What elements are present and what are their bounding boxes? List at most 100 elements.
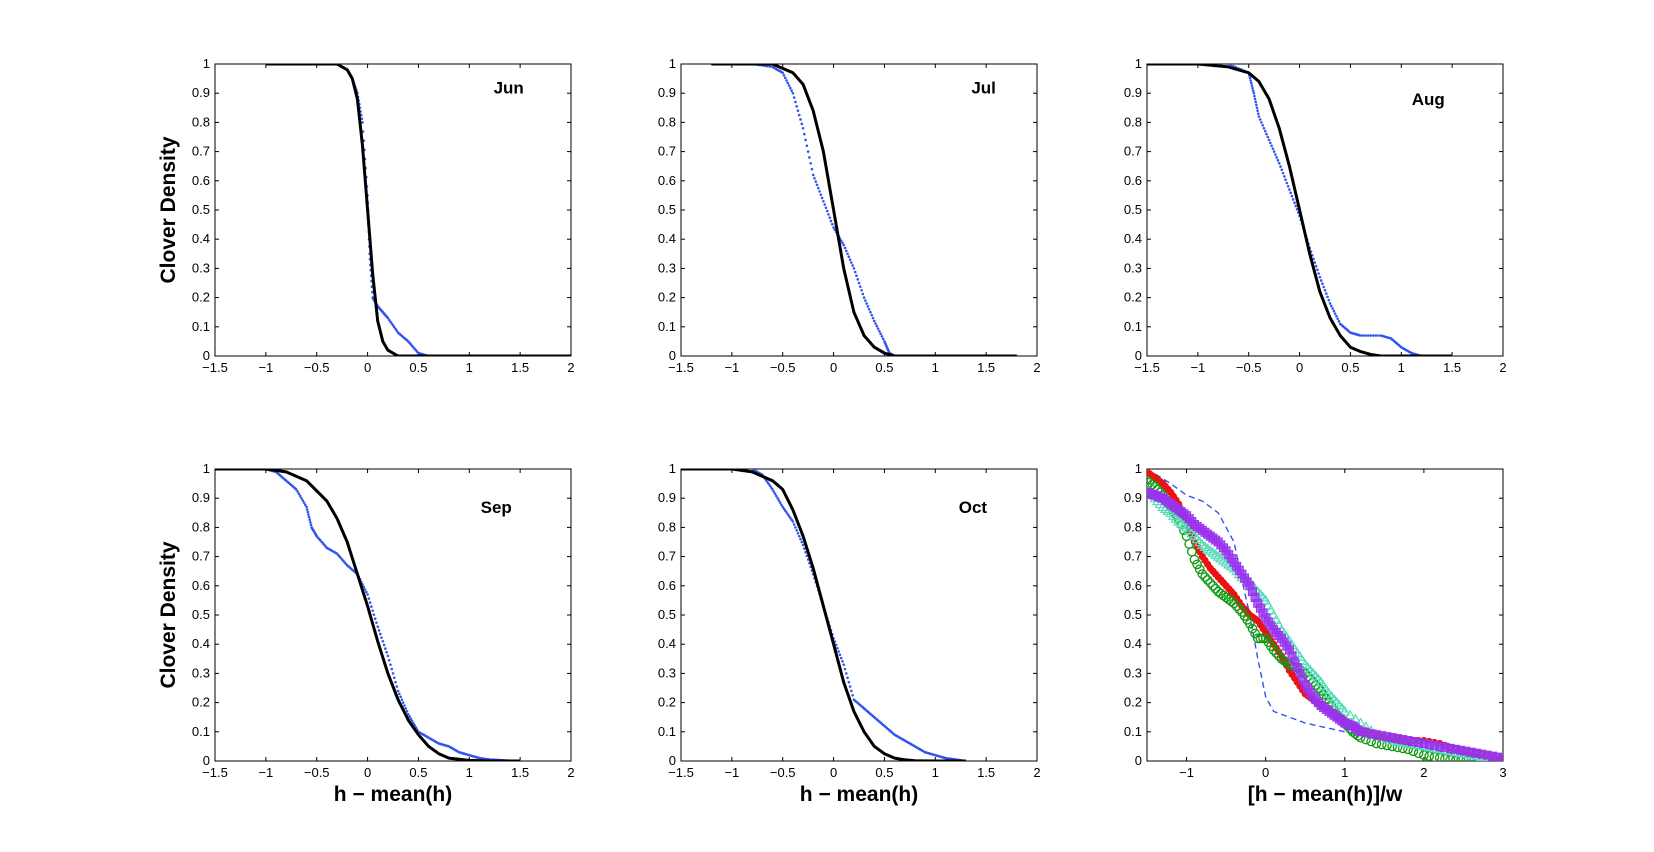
y-tick-label: 0.4: [192, 636, 210, 651]
y-tick-label: 1: [1135, 461, 1142, 476]
y-tick-label: 0.4: [1124, 636, 1142, 651]
series-green-circles-point: [1244, 618, 1255, 629]
series-data-point: [797, 534, 801, 538]
series-data-point: [1253, 94, 1256, 98]
series-data-point: [1333, 312, 1337, 315]
series-data-point: [1267, 138, 1271, 142]
series-data-point: [1377, 334, 1380, 337]
series-cyan-triangles-point: [1268, 609, 1280, 620]
y-tick-label: 0.5: [192, 202, 210, 217]
series-green-circles-point: [1229, 598, 1239, 609]
x-tick-label: 1.5: [511, 360, 529, 375]
x-tick-label: 2: [1033, 765, 1040, 780]
series-cyan-triangles-point: [1339, 705, 1351, 716]
series-data-point: [857, 281, 861, 285]
series-data-point: [848, 258, 852, 261]
series-cyan-triangles-point: [1204, 545, 1216, 555]
series-data-point: [405, 710, 409, 713]
y-tick-label: 0.6: [1124, 173, 1142, 188]
x-tick-label: 0.5: [409, 360, 427, 375]
series-data-point: [1312, 257, 1315, 261]
series-data-point: [850, 689, 853, 693]
y-tick-label: 0.2: [658, 695, 676, 710]
x-tick-label: 1: [466, 360, 473, 375]
series-data-point: [377, 629, 381, 632]
series-data-point: [387, 318, 391, 322]
plot-frame: [214, 468, 572, 762]
series-data-point: [1227, 64, 1230, 66]
x-tick-label: 1: [1398, 360, 1405, 375]
series-cyan-triangles-point: [1270, 614, 1282, 624]
series-data-point: [808, 156, 811, 159]
series-data-point: [305, 505, 308, 509]
series-data-point: [787, 84, 791, 87]
series-data-point: [775, 494, 778, 498]
series-data-point: [825, 209, 829, 213]
series-data-point: [408, 715, 411, 718]
series-data-point: [874, 322, 877, 325]
series-data-point: [307, 515, 311, 519]
series-green-circles-point: [1440, 754, 1450, 761]
y-tick-label: 0.9: [1124, 85, 1142, 100]
series-data-point: [1281, 171, 1285, 175]
x-tick-label: 3: [1499, 765, 1506, 780]
series-data-point: [391, 672, 395, 675]
series-data-point: [842, 243, 846, 247]
y-tick-label: 0.8: [1124, 114, 1142, 129]
series-data-point: [787, 514, 791, 518]
series-green-circles-point: [1231, 601, 1242, 612]
plot-area: [215, 469, 522, 761]
y-tick-label: 1: [669, 56, 676, 71]
series-data-point: [403, 704, 406, 707]
y-tick-label: 0.1: [1124, 724, 1142, 739]
series-data-point: [1316, 268, 1319, 272]
series-data-point: [856, 278, 860, 281]
series-data-point: [295, 488, 298, 491]
series-data-point: [785, 79, 788, 82]
series-data-point: [819, 193, 823, 196]
series-data-point: [853, 270, 857, 274]
x-tick-label: −0.5: [1236, 360, 1262, 375]
series-data-point: [410, 719, 414, 723]
series-green-circles-point: [1371, 738, 1382, 749]
series-data-point: [1270, 144, 1273, 148]
series-data-point: [404, 707, 408, 710]
series-data-point: [860, 289, 863, 292]
series-data-point: [305, 508, 309, 511]
x-tick-label: 0: [830, 360, 837, 375]
series-data-point: [1269, 141, 1272, 145]
x-tick-label: −1: [258, 765, 273, 780]
series-data-point: [368, 601, 372, 604]
series-data-point: [1265, 132, 1268, 136]
x-axis-label: [h − mean(h)]/w: [1248, 783, 1403, 806]
series-data-point: [875, 324, 879, 328]
y-tick-label: 0.9: [1124, 490, 1142, 505]
series-data-point: [1255, 106, 1259, 110]
series-data-point: [847, 255, 851, 259]
y-tick-label: 0.6: [192, 173, 210, 188]
series-data-point: [809, 161, 812, 165]
series-data-point: [778, 501, 782, 504]
series-data-point: [394, 680, 397, 684]
x-tick-label: −1.5: [202, 360, 228, 375]
plot-area: [681, 469, 968, 761]
series-green-circles-point: [1208, 580, 1218, 591]
series-data-point: [786, 81, 790, 85]
x-tick-label: −0.5: [304, 360, 330, 375]
series-data-point: [1374, 334, 1378, 337]
series-data-point: [375, 621, 378, 624]
y-tick-label: 0.2: [192, 290, 210, 305]
series-data-point: [1285, 181, 1289, 185]
series-green-circles-point: [1408, 746, 1419, 757]
y-tick-label: 0.4: [658, 636, 676, 651]
y-axis-label: Clover Density: [157, 541, 180, 688]
series-green-circles-point: [1202, 575, 1213, 585]
x-tick-label: 1: [932, 765, 939, 780]
series-data-point: [841, 660, 844, 663]
series-data-point: [836, 646, 839, 650]
y-tick-label: 0.8: [192, 519, 210, 534]
x-tick-label: −1: [724, 360, 739, 375]
series-data-point: [1275, 156, 1278, 159]
y-tick-label: 0.9: [658, 490, 676, 505]
y-tick-label: 0.8: [192, 114, 210, 129]
